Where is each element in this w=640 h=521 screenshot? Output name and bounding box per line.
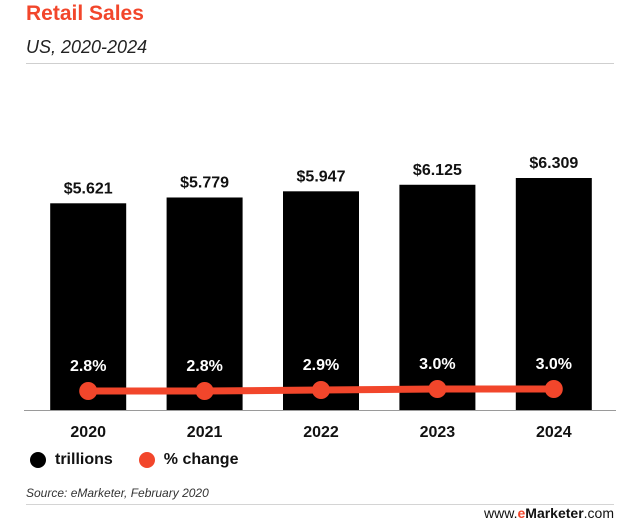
x-tick-label-2022: 2022 xyxy=(303,424,339,441)
bar-2021 xyxy=(166,197,243,410)
percent-change-point-2021 xyxy=(195,382,214,400)
legend-item-percent-change: % change xyxy=(138,451,239,469)
brand-name: Marketer xyxy=(525,505,584,521)
legend-label-percent-change: % change xyxy=(163,451,239,468)
chart-title: Retail Sales xyxy=(26,2,144,25)
percent-change-point-2023 xyxy=(428,380,447,398)
chart-legend: trillions % change xyxy=(30,451,264,469)
bar-value-label-2022: $5.947 xyxy=(297,168,346,185)
header-divider xyxy=(26,63,614,64)
legend-item-trillions: trillions xyxy=(30,451,113,469)
legend-label-trillions: trillions xyxy=(55,451,113,468)
x-tick-label-2020: 2020 xyxy=(70,424,106,441)
bar-value-label-2021: $5.779 xyxy=(180,174,229,191)
percent-change-label-2024: 3.0% xyxy=(536,356,572,373)
x-tick-label-2021: 2021 xyxy=(187,424,223,441)
percent-change-label-2022: 2.9% xyxy=(303,357,339,374)
percent-change-point-2022 xyxy=(312,381,330,399)
x-tick-label-2023: 2023 xyxy=(420,424,456,441)
brand-prefix: www. xyxy=(484,505,518,521)
bar-2022 xyxy=(283,191,359,410)
legend-swatch-trillions xyxy=(30,452,46,468)
percent-change-point-2024 xyxy=(544,380,563,398)
legend-swatch-percent-change xyxy=(138,452,155,468)
retail-sales-chart: $5.621 2020 $5.779 2021 $5.947 2022 $6.125 2023… xyxy=(24,155,616,441)
chart-subtitle: US, 2020-2024 xyxy=(26,37,148,57)
percent-change-point-2020 xyxy=(79,382,98,400)
bar-value-label-2023: $6.125 xyxy=(413,162,462,179)
bar-2020 xyxy=(50,203,127,410)
source-note: Source: eMarketer, February 2020 xyxy=(26,486,209,500)
bar-value-label-2020: $5.621 xyxy=(64,180,113,197)
percent-change-label-2021: 2.8% xyxy=(186,358,222,375)
x-tick-label-2024: 2024 xyxy=(536,424,572,441)
percent-change-label-2023: 3.0% xyxy=(419,356,455,373)
bar-2024 xyxy=(515,178,592,410)
brand-logo: www.eMarketer.com xyxy=(484,505,614,521)
brand-suffix: .com xyxy=(583,505,614,521)
percent-change-label-2020: 2.8% xyxy=(70,358,106,375)
bar-value-label-2024: $6.309 xyxy=(529,155,578,172)
footer-divider xyxy=(26,504,614,505)
bar-2023 xyxy=(399,184,476,410)
brand-accent: e xyxy=(517,505,526,521)
